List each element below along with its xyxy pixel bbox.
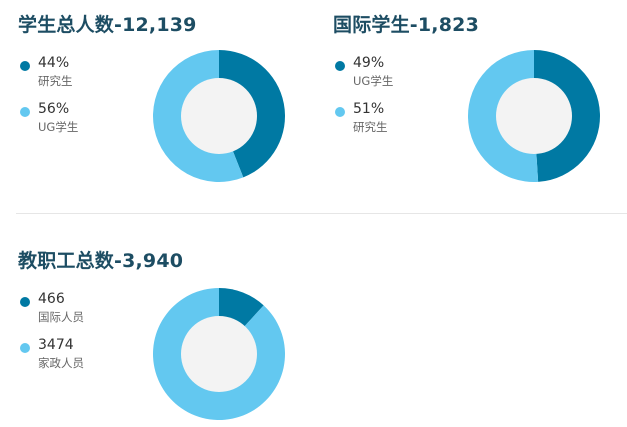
chart-title: 教职工总数-3,940	[18, 250, 184, 272]
donut-chart	[153, 288, 285, 420]
section-divider	[16, 213, 627, 214]
legend-item: 3474 家政人员	[20, 336, 84, 382]
legend-label: 研究生	[353, 120, 388, 134]
legend-dot	[335, 61, 345, 71]
donut-chart	[153, 50, 285, 182]
legend: 44% 研究生 56% UG学生	[20, 54, 78, 146]
legend-dot	[20, 343, 30, 353]
legend-dot	[20, 107, 30, 117]
legend-label: 国际人员	[38, 310, 84, 324]
legend-label: 家政人员	[38, 356, 84, 370]
legend-item: 44% 研究生	[20, 54, 78, 100]
legend-item: 49% UG学生	[335, 54, 393, 100]
chart-panel-total-students: 学生总人数-12,139 44% 研究生 56% UG学生	[0, 0, 313, 200]
legend-dot	[20, 297, 30, 307]
legend-value: 49%	[353, 55, 385, 71]
donut-hole	[496, 78, 572, 154]
legend-label: UG学生	[353, 74, 394, 88]
legend-label: 研究生	[38, 74, 73, 88]
donut-hole	[181, 78, 257, 154]
legend-item: 466 国际人员	[20, 290, 84, 336]
legend: 466 国际人员 3474 家政人员	[20, 290, 84, 382]
legend-item: 51% 研究生	[335, 100, 393, 146]
legend-label: UG学生	[38, 120, 79, 134]
chart-panel-international-students: 国际学生-1,823 49% UG学生 51% 研究生	[316, 0, 627, 200]
legend-item: 56% UG学生	[20, 100, 78, 146]
legend: 49% UG学生 51% 研究生	[335, 54, 393, 146]
legend-dot	[20, 61, 30, 71]
legend-value: 466	[38, 291, 65, 307]
legend-value: 51%	[353, 101, 385, 117]
chart-panel-total-staff: 教职工总数-3,940 466 国际人员 3474 家政人员	[0, 236, 313, 427]
donut-hole	[181, 316, 257, 392]
donut-chart	[468, 50, 600, 182]
legend-value: 44%	[38, 55, 70, 71]
legend-dot	[335, 107, 345, 117]
chart-title: 学生总人数-12,139	[18, 14, 197, 36]
legend-value: 56%	[38, 101, 70, 117]
chart-title: 国际学生-1,823	[333, 14, 479, 36]
legend-value: 3474	[38, 337, 74, 353]
